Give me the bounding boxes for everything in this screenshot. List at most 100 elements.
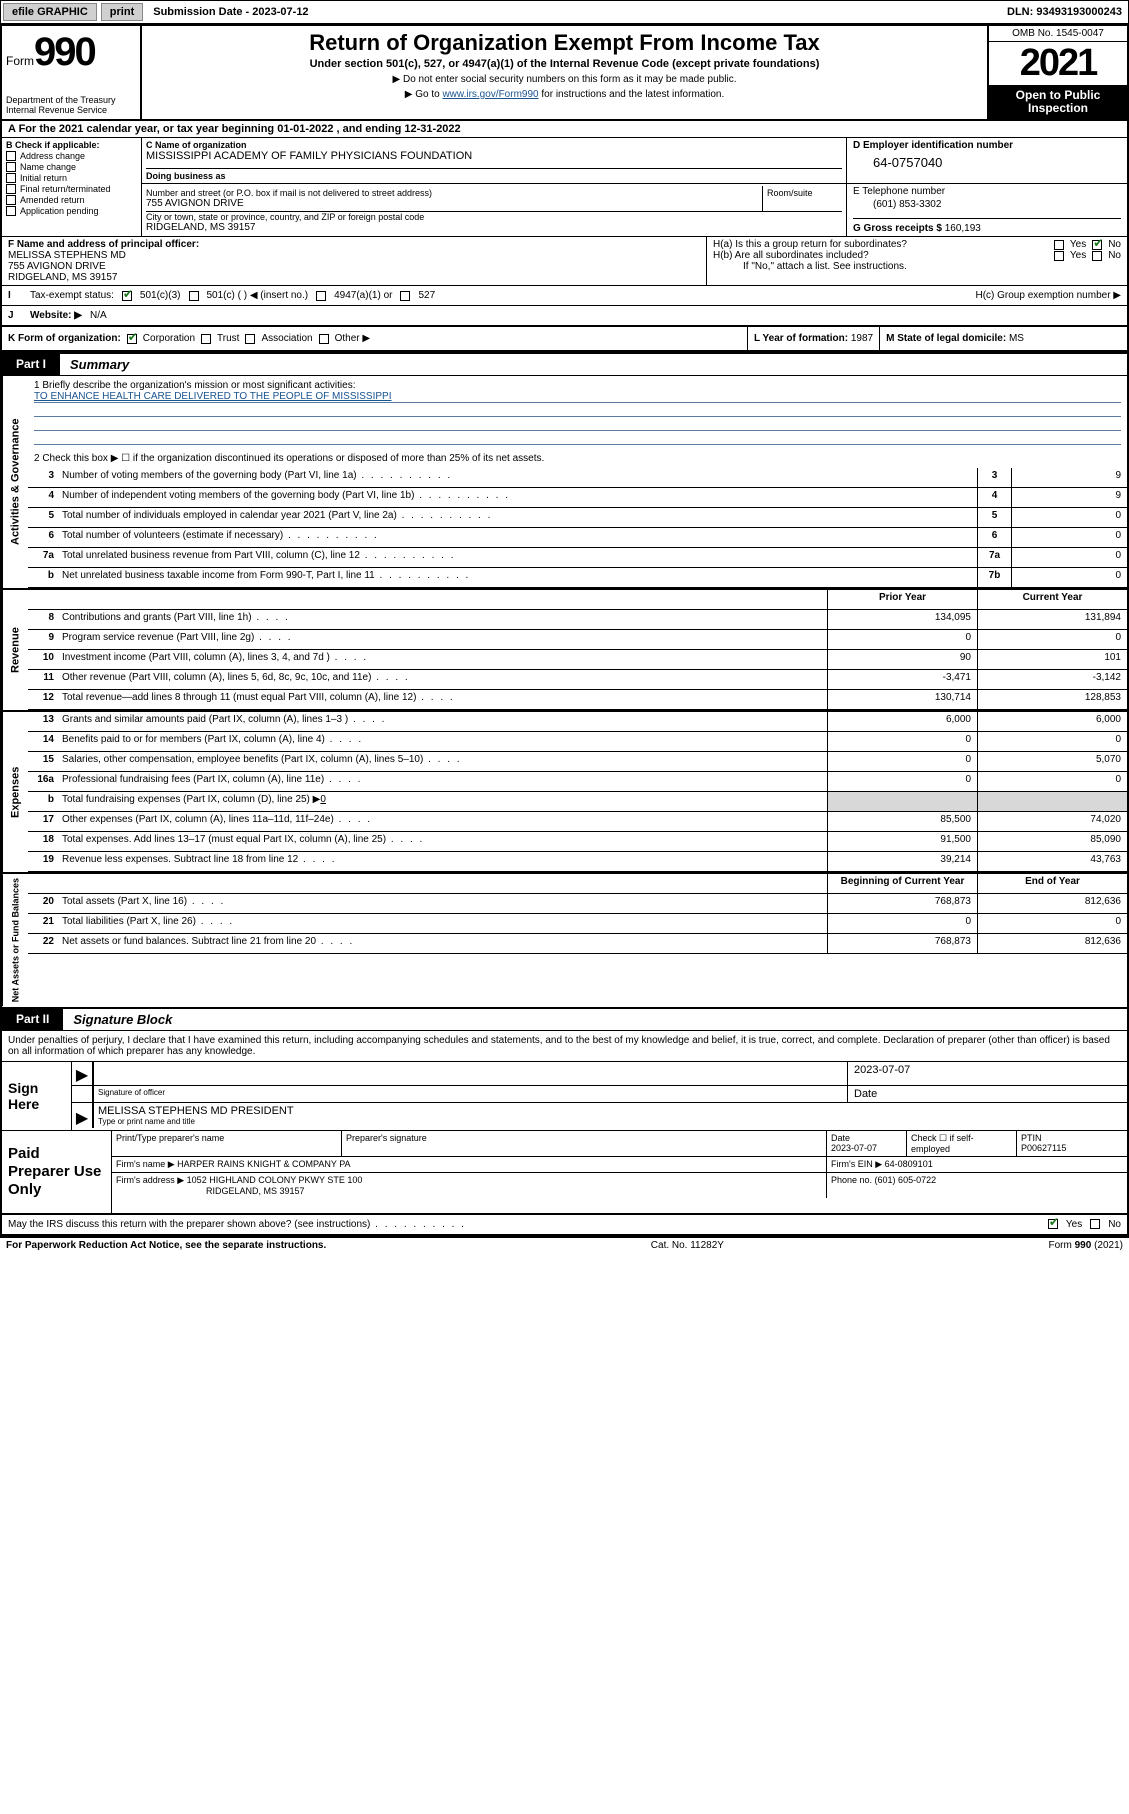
row-num: 8 [28, 610, 58, 629]
row-desc: Number of voting members of the governin… [58, 468, 977, 487]
gross-label: G Gross receipts $ [853, 223, 945, 234]
box-l: L Year of formation: 1987 [748, 327, 880, 350]
chk-501c[interactable] [189, 291, 199, 301]
row-prior: 768,873 [827, 894, 977, 913]
side-net: Net Assets or Fund Balances [2, 874, 28, 1006]
row-prior: 6,000 [827, 712, 977, 731]
prep-h5: PTIN [1021, 1133, 1123, 1143]
prep-h3: Date [831, 1133, 902, 1143]
dln-value: 93493193000243 [1036, 6, 1122, 18]
header-title-block: Return of Organization Exempt From Incom… [142, 26, 987, 119]
chk-name-change[interactable] [6, 162, 16, 172]
chk-ha-no[interactable] [1092, 240, 1102, 250]
row-desc: Net unrelated business taxable income fr… [58, 568, 977, 587]
chk-final-return[interactable] [6, 184, 16, 194]
chk-hb-yes[interactable] [1054, 251, 1064, 261]
ha-label: H(a) Is this a group return for subordin… [713, 239, 907, 250]
table-row: 16aProfessional fundraising fees (Part I… [28, 772, 1127, 792]
gov-section: Activities & Governance 1 Briefly descri… [2, 376, 1127, 588]
row-num: 3 [28, 468, 58, 487]
period-end: 12-31-2022 [404, 123, 460, 135]
chk-ha-yes[interactable] [1054, 240, 1064, 250]
submission-date-label: Submission Date - [153, 6, 252, 18]
row-prior: 90 [827, 650, 977, 669]
hb-label: H(b) Are all subordinates included? [713, 250, 869, 261]
period-begin: 01-01-2022 [277, 123, 333, 135]
chk-app-pending[interactable] [6, 206, 16, 216]
row-desc: Grants and similar amounts paid (Part IX… [58, 712, 827, 731]
lbl-other: Other ▶ [335, 333, 370, 344]
table-row: 7aTotal unrelated business revenue from … [28, 548, 1127, 568]
row-num: 19 [28, 852, 58, 871]
chk-initial-return[interactable] [6, 173, 16, 183]
chk-discuss-yes[interactable] [1048, 1219, 1058, 1229]
chk-501c3[interactable] [122, 291, 132, 301]
row-num: 20 [28, 894, 58, 913]
part1-header: Part I Summary [2, 352, 1127, 376]
sig-arrow-icon: ▶ [72, 1062, 92, 1085]
lbl-trust: Trust [217, 333, 239, 344]
row-desc: Investment income (Part VIII, column (A)… [58, 650, 827, 669]
row-current: 812,636 [977, 934, 1127, 953]
row-desc: Professional fundraising fees (Part IX, … [58, 772, 827, 791]
prep-date: 2023-07-07 [831, 1143, 902, 1153]
preparer-table: Paid Preparer Use Only Print/Type prepar… [2, 1131, 1127, 1215]
row-current: -3,142 [977, 670, 1127, 689]
side-rev: Revenue [2, 590, 28, 710]
row-desc: Revenue less expenses. Subtract line 18 … [58, 852, 827, 871]
chk-trust[interactable] [201, 334, 211, 344]
table-row: 17Other expenses (Part IX, column (A), l… [28, 812, 1127, 832]
prep-h2: Preparer's signature [346, 1133, 822, 1143]
box-b: B Check if applicable: Address change Na… [2, 138, 142, 236]
phone-gross-cell: E Telephone number (601) 853-3302 G Gros… [847, 184, 1127, 236]
lbl-ha-no: No [1108, 239, 1121, 250]
tax-status-label: Tax-exempt status: [30, 290, 114, 301]
table-row: 19Revenue less expenses. Subtract line 1… [28, 852, 1127, 872]
gross-value: 160,193 [945, 223, 981, 234]
chk-4947[interactable] [316, 291, 326, 301]
open-public-badge: Open to Public Inspection [989, 85, 1127, 119]
col-headers-row: Prior Year Current Year [28, 590, 1127, 610]
officer-addr1: 755 AVIGNON DRIVE [8, 261, 106, 272]
chk-discuss-no[interactable] [1090, 1219, 1100, 1229]
firm-phone-label: Phone no. [831, 1175, 875, 1185]
ein-label: D Employer identification number [853, 140, 1121, 151]
row-val: 9 [1011, 468, 1127, 487]
chk-other[interactable] [319, 334, 329, 344]
firm-ein-label: Firm's EIN ▶ [831, 1159, 882, 1169]
box-f-label: F Name and address of principal officer: [8, 239, 199, 250]
chk-assoc[interactable] [245, 334, 255, 344]
top-bar: efile GRAPHIC print Submission Date - 20… [0, 0, 1129, 24]
row-box: 7b [977, 568, 1011, 587]
instructions-link[interactable]: www.irs.gov/Form990 [442, 89, 538, 100]
box-m: M State of legal domicile: MS [880, 327, 1030, 350]
hc-label: H(c) Group exemption number ▶ [975, 290, 1121, 301]
part1-title: Summary [60, 354, 139, 375]
city-label: City or town, state or province, country… [146, 212, 842, 222]
table-row: 13Grants and similar amounts paid (Part … [28, 712, 1127, 732]
chk-address-change[interactable] [6, 151, 16, 161]
tax-status-row: I Tax-exempt status: 501(c)(3) 501(c) ( … [2, 286, 1127, 306]
row-current: 0 [977, 914, 1127, 933]
chk-hb-no[interactable] [1092, 251, 1102, 261]
row-desc: Contributions and grants (Part VIII, lin… [58, 610, 827, 629]
lbl-assoc: Association [261, 333, 312, 344]
net-headers-row: Beginning of Current Year End of Year [28, 874, 1127, 894]
rev-section: Revenue Prior Year Current Year 8Contrib… [2, 588, 1127, 710]
col-end: End of Year [977, 874, 1127, 893]
row-desc: Total expenses. Add lines 13–17 (must eq… [58, 832, 827, 851]
row-val: 0 [1011, 548, 1127, 567]
lbl-hb-no: No [1108, 250, 1121, 261]
row-box: 6 [977, 528, 1011, 547]
chk-corp[interactable] [127, 334, 137, 344]
chk-527[interactable] [400, 291, 410, 301]
footer-mid: Cat. No. 11282Y [651, 1240, 724, 1251]
col-begin: Beginning of Current Year [827, 874, 977, 893]
officer-signed-name: MELISSA STEPHENS MD PRESIDENT [98, 1105, 1123, 1117]
row-desc: Other revenue (Part VIII, column (A), li… [58, 670, 827, 689]
chk-amended[interactable] [6, 195, 16, 205]
efile-label: efile GRAPHIC [3, 3, 97, 21]
print-button[interactable]: print [101, 3, 143, 21]
row-box: 5 [977, 508, 1011, 527]
lbl-4947: 4947(a)(1) or [334, 290, 392, 301]
